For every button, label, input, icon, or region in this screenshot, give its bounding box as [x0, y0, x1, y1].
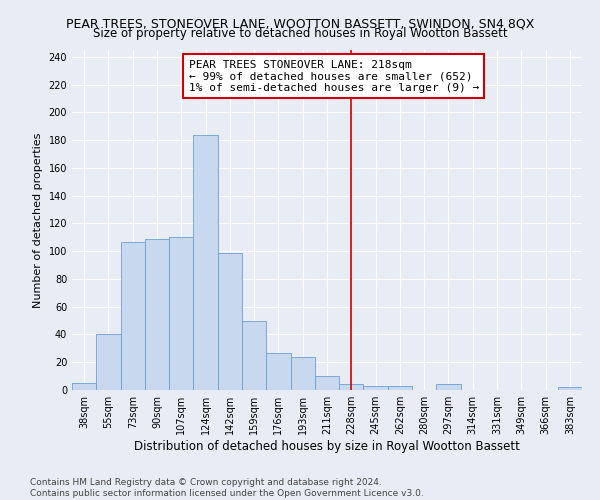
Bar: [169, 238, 193, 390]
Bar: [96, 334, 121, 390]
Bar: [266, 352, 290, 390]
Bar: [193, 134, 218, 390]
Bar: [364, 386, 388, 390]
Text: Size of property relative to detached houses in Royal Wootton Bassett: Size of property relative to detached ho…: [92, 28, 508, 40]
Bar: [218, 252, 242, 390]
Bar: [436, 384, 461, 390]
Bar: [121, 242, 145, 390]
Bar: [145, 238, 169, 390]
Bar: [558, 387, 582, 390]
Bar: [339, 384, 364, 390]
Bar: [72, 383, 96, 390]
Text: PEAR TREES STONEOVER LANE: 218sqm
← 99% of detached houses are smaller (652)
1% : PEAR TREES STONEOVER LANE: 218sqm ← 99% …: [188, 60, 479, 93]
Bar: [315, 376, 339, 390]
Y-axis label: Number of detached properties: Number of detached properties: [33, 132, 43, 308]
Text: Contains HM Land Registry data © Crown copyright and database right 2024.
Contai: Contains HM Land Registry data © Crown c…: [30, 478, 424, 498]
Text: PEAR TREES, STONEOVER LANE, WOOTTON BASSETT, SWINDON, SN4 8QX: PEAR TREES, STONEOVER LANE, WOOTTON BASS…: [66, 18, 534, 30]
Bar: [242, 320, 266, 390]
Bar: [290, 356, 315, 390]
X-axis label: Distribution of detached houses by size in Royal Wootton Bassett: Distribution of detached houses by size …: [134, 440, 520, 453]
Bar: [388, 386, 412, 390]
